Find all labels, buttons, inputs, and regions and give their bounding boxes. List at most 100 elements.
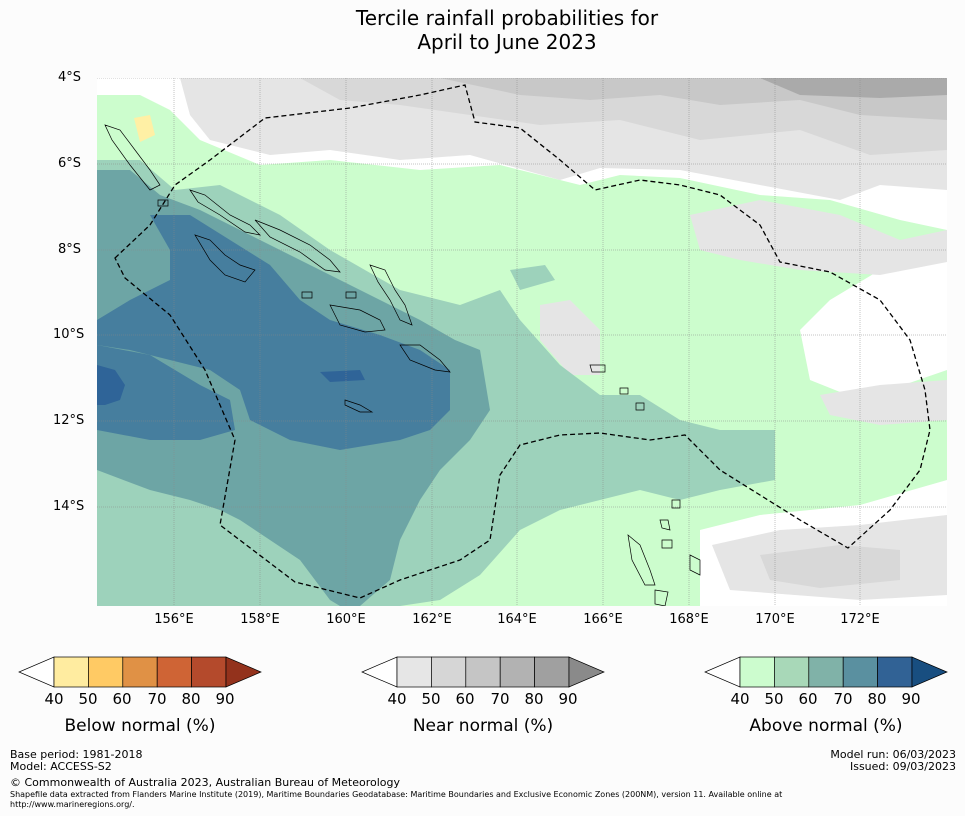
island-malaita bbox=[399, 344, 451, 373]
colorbar-extend-low bbox=[361, 656, 398, 688]
colorbar-segment bbox=[739, 656, 775, 688]
island-santa-isabel bbox=[369, 264, 413, 326]
lon-label-162e: 162°E bbox=[412, 612, 452, 627]
colorbar-extend-high bbox=[225, 656, 262, 688]
near-normal-patch-east-2 bbox=[820, 380, 947, 425]
lon-label-164e: 164°E bbox=[497, 612, 537, 627]
island-small-1 bbox=[619, 387, 629, 395]
shapefile-credit-line-1: Shapefile data extracted from Flanders M… bbox=[10, 790, 783, 799]
below-tick-40: 40 bbox=[44, 690, 64, 708]
colorbar-segment bbox=[53, 656, 89, 688]
colorbar-near-normal bbox=[361, 656, 605, 688]
island-new-georgia bbox=[194, 234, 256, 283]
near-tick-60: 60 bbox=[455, 690, 475, 708]
shapefile-credit: Shapefile data extracted from Flanders M… bbox=[10, 790, 950, 810]
below-tick-90: 90 bbox=[215, 690, 235, 708]
lat-label-8s: 8°S bbox=[58, 242, 82, 257]
colorbar-segment bbox=[431, 656, 467, 688]
near-normal-region-north-4 bbox=[760, 78, 947, 98]
above-normal-50-60-south bbox=[97, 470, 340, 606]
above-tick-70: 70 bbox=[833, 690, 853, 708]
lat-label-4s: 4°S bbox=[58, 70, 82, 85]
island-small-4 bbox=[345, 291, 357, 299]
colorbar-segment bbox=[774, 656, 810, 688]
colorbar-extend-high bbox=[911, 656, 948, 688]
island-vanuatu-3 bbox=[661, 539, 673, 549]
colorbar-below-normal bbox=[18, 656, 262, 688]
island-vanuatu-mid bbox=[659, 519, 671, 531]
below-tick-50: 50 bbox=[78, 690, 98, 708]
colorbar-segment bbox=[122, 656, 158, 688]
lat-label-12s: 12°S bbox=[53, 413, 85, 428]
island-vanuatu-north bbox=[627, 534, 656, 586]
base-period: Base period: 1981-2018 bbox=[10, 748, 143, 761]
above-normal-80-90-center bbox=[320, 370, 365, 382]
colorbar-above-normal bbox=[704, 656, 948, 688]
near-normal-patch-mid bbox=[540, 300, 600, 375]
colorbar-title-below: Below normal (%) bbox=[64, 716, 216, 736]
island-vanuatu-2 bbox=[671, 499, 681, 509]
colorbar-segment bbox=[499, 656, 535, 688]
title-line-1: Tercile rainfall probabilities for bbox=[355, 6, 659, 30]
colorbar-segment bbox=[877, 656, 913, 688]
island-bougainville bbox=[189, 189, 262, 236]
colorbar-segment bbox=[191, 656, 227, 688]
model-run: Model run: 06/03/2023 bbox=[830, 748, 956, 761]
lat-label-14s: 14°S bbox=[53, 499, 85, 514]
island-vanuatu-south bbox=[689, 554, 701, 576]
above-normal-50-60-patch bbox=[510, 265, 555, 290]
colorbar-segment bbox=[156, 656, 192, 688]
island-makira bbox=[344, 399, 374, 413]
lon-label-168e: 168°E bbox=[669, 612, 709, 627]
colorbar-segment bbox=[842, 656, 878, 688]
above-tick-40: 40 bbox=[730, 690, 750, 708]
near-tick-70: 70 bbox=[490, 690, 510, 708]
above-tick-60: 60 bbox=[798, 690, 818, 708]
above-normal-70-80 bbox=[97, 215, 450, 450]
title-line-2: April to June 2023 bbox=[417, 30, 597, 54]
lon-label-158e: 158°E bbox=[240, 612, 280, 627]
colorbar-segment bbox=[396, 656, 432, 688]
no-signal-band-east bbox=[800, 250, 947, 400]
island-small-2 bbox=[635, 402, 645, 411]
near-tick-50: 50 bbox=[421, 690, 441, 708]
colorbar-segment bbox=[534, 656, 570, 688]
lat-label-10s: 10°S bbox=[53, 327, 85, 342]
colorbar-segment bbox=[808, 656, 844, 688]
below-tick-70: 70 bbox=[147, 690, 167, 708]
lon-label-170e: 170°E bbox=[755, 612, 795, 627]
lon-label-172e: 172°E bbox=[840, 612, 880, 627]
island-guadalcanal bbox=[329, 304, 386, 333]
colorbar-extend-low bbox=[704, 656, 741, 688]
lat-label-6s: 6°S bbox=[58, 156, 82, 171]
colorbar-segment bbox=[88, 656, 124, 688]
lon-label-166e: 166°E bbox=[583, 612, 623, 627]
chart-title: Tercile rainfall probabilities for April… bbox=[0, 6, 965, 54]
below-normal-speck bbox=[134, 115, 155, 142]
colorbar-title-near: Near normal (%) bbox=[412, 716, 554, 736]
above-normal-70-80-west bbox=[97, 345, 235, 440]
island-new-ireland bbox=[104, 124, 161, 191]
above-normal-80-90 bbox=[97, 365, 125, 405]
copyright: © Commonwealth of Australia 2023, Austra… bbox=[10, 776, 400, 789]
coastlines bbox=[104, 124, 701, 606]
lon-label-160e: 160°E bbox=[326, 612, 366, 627]
model-name: Model: ACCESS-S2 bbox=[10, 760, 112, 773]
island-small-5 bbox=[157, 199, 169, 207]
above-tick-50: 50 bbox=[764, 690, 784, 708]
island-vanuatu-4 bbox=[654, 589, 669, 606]
colorbar-extend-high bbox=[568, 656, 605, 688]
island-small-3 bbox=[301, 291, 313, 299]
lon-label-156e: 156°E bbox=[154, 612, 194, 627]
shapefile-credit-line-2: http://www.marineregions.org/. bbox=[10, 800, 135, 809]
near-tick-40: 40 bbox=[387, 690, 407, 708]
island-choiseul bbox=[254, 219, 341, 273]
near-normal-patch-east bbox=[690, 200, 947, 275]
near-normal-patch-southeast-2 bbox=[760, 545, 900, 588]
above-tick-80: 80 bbox=[867, 690, 887, 708]
issued-date: Issued: 09/03/2023 bbox=[849, 760, 956, 773]
below-tick-80: 80 bbox=[181, 690, 201, 708]
colorbar-title-above: Above normal (%) bbox=[749, 716, 903, 736]
below-tick-60: 60 bbox=[112, 690, 132, 708]
gridlines bbox=[97, 78, 947, 606]
